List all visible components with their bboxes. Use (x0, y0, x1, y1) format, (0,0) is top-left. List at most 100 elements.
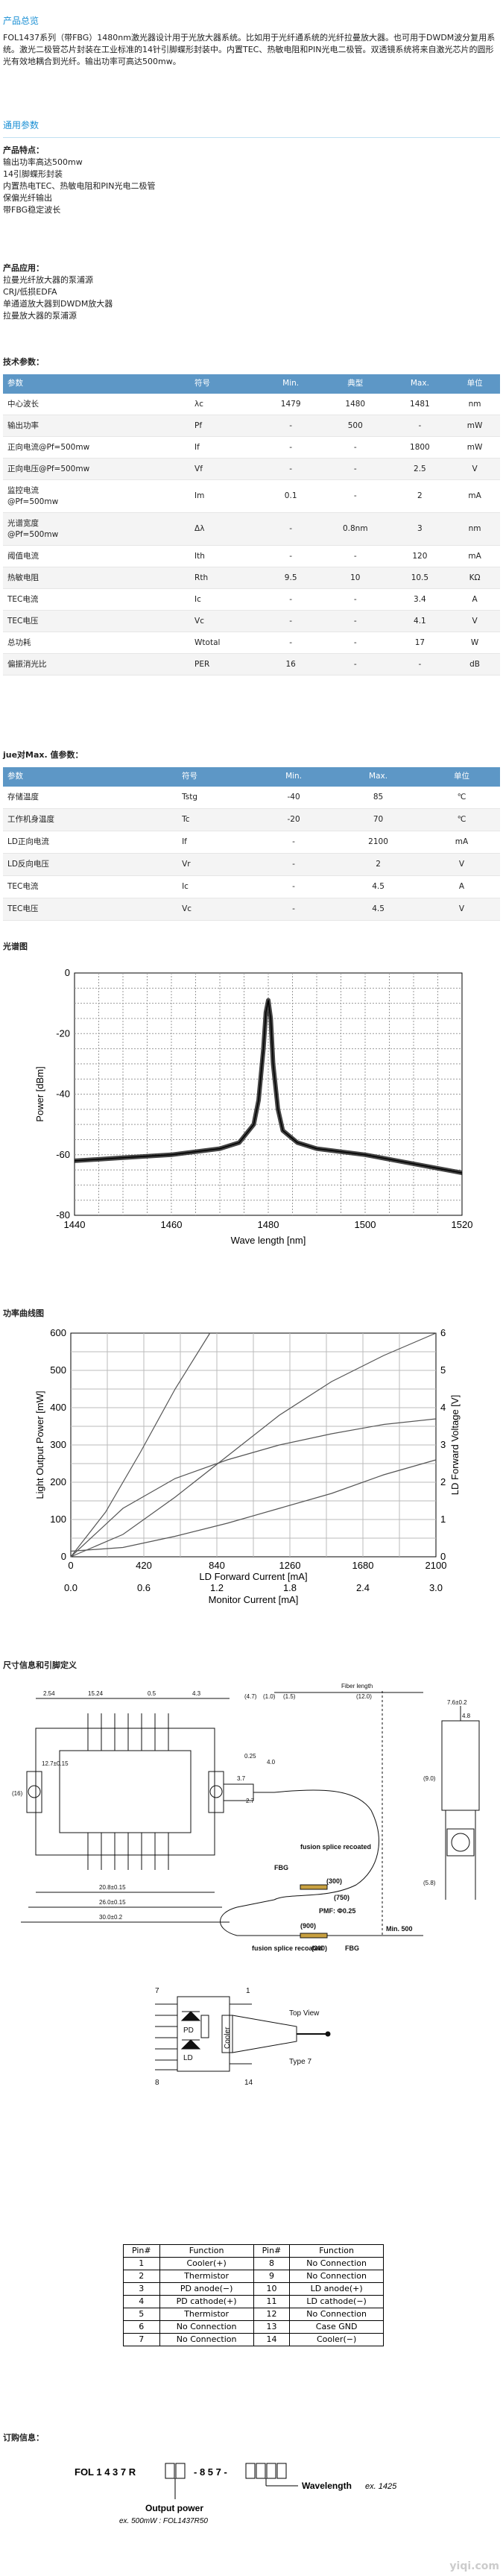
overview-text: FOL1437系列（带FBG）1480nm激光器设计用于光放大器系统。比如用于光… (3, 33, 496, 67)
power-xlabel-monitor: Monitor Current [mA] (209, 1594, 299, 1605)
end-view (446, 1828, 475, 1857)
table-cell: 1 (123, 2256, 160, 2270)
fiber-loop (273, 1789, 379, 1900)
table-header-cell: Function (159, 2244, 254, 2258)
spec-title: 技术参数： (3, 357, 44, 367)
table-cell: 工作机身温度 (3, 808, 178, 832)
mount-hole-left (28, 1785, 41, 1798)
table-cell: 8 (253, 2256, 291, 2270)
table-cell: 热敏电阻 (3, 567, 191, 590)
output-power-example: ex. 500mW : FOL1437R50 (119, 2517, 208, 2525)
x2-tick-label: 1.8 (283, 1582, 297, 1593)
table-cell: -40 (254, 786, 334, 810)
table-cell: Vc (177, 898, 255, 922)
table-cell: mA (449, 479, 500, 514)
table-row: 输出功率 Pf -500- mW (3, 415, 500, 438)
table-cell: 2 (123, 2269, 160, 2283)
table-cell: 13 (253, 2320, 291, 2334)
dim-label: 12.7±0.15 (42, 1760, 69, 1767)
x2-tick-label: 1.2 (210, 1582, 224, 1593)
table-row: 5 Thermistor 12 No Connection (123, 2307, 384, 2321)
pd-diode-icon (180, 2011, 201, 2021)
table-cell: LD正向电流 (3, 831, 178, 854)
pin7-label: 7 (155, 1987, 159, 1995)
x-tick-label: 1480 (258, 1219, 279, 1230)
y-right-tick-label: 1 (440, 1514, 446, 1525)
dimension-drawing: 2.54 15.24 0.5 4.3 20.8±0.15 26.0±0.15 3… (12, 1683, 480, 2087)
fbg-label: FBG (274, 1864, 288, 1871)
power-series-line (70, 1459, 437, 1552)
pins-bottom (87, 1833, 169, 1870)
x-tick-label: 2100 (426, 1560, 447, 1571)
power-series-line (70, 1332, 437, 1558)
table-row: 存储温度 Tstg -40 85 ℃ (3, 786, 500, 810)
table-cell: 5 (123, 2307, 160, 2321)
order-code-mid: - 8 5 7 - (194, 2466, 227, 2478)
order-code-prefix: FOL 1 4 3 7 R (75, 2466, 136, 2478)
wavelength-example: ex. 1425 (365, 2482, 397, 2491)
ld-label: LD (183, 2054, 193, 2062)
pins-top (87, 1713, 169, 1751)
order-code-diagram: FOL 1 4 3 7 R - 8 5 7 - Wavelength ex. 1… (75, 2463, 397, 2525)
table-cell: No Connection (289, 2307, 384, 2321)
table-row: 4 PD cathode(+) 11 LD cathode(−) (123, 2294, 384, 2308)
fusion-label-top: fusion splice recoated (300, 1843, 371, 1851)
application-item: CRJ/低损EDFA (3, 286, 57, 297)
table-header-cell: Pin# (253, 2244, 291, 2258)
table-header-cell: 参数 (3, 374, 191, 394)
order-box (175, 2463, 186, 2479)
table-cell: 0.1 (261, 479, 320, 514)
order-box (276, 2463, 287, 2479)
table-cell: KΩ (449, 567, 500, 590)
table-cell: 4.5 (333, 898, 423, 922)
top-view-label: Top View (289, 2009, 320, 2018)
power-series-line (70, 1418, 437, 1558)
table-cell: 6 (123, 2320, 160, 2334)
table-cell: Tstg (177, 786, 255, 810)
pin-table: Pin# Function Pin# Function 1 Cooler(+) 8 No C… (123, 2244, 384, 2346)
table-cell: V (423, 853, 500, 877)
dim-label: 30.0±0.2 (99, 1914, 123, 1921)
table-row: 1 Cooler(+) 8 No Connection (123, 2256, 384, 2270)
feature-item: 输出功率高达500mw (3, 157, 83, 167)
features-title: 产品特点： (3, 145, 44, 155)
table-cell: - (320, 632, 390, 655)
output-power-label: Output power (145, 2503, 203, 2513)
table-cell: 70 (333, 808, 423, 832)
table-row: TEC电流 Ic - -3.4 A (3, 588, 500, 611)
table-cell: - (254, 875, 334, 899)
x-tick-label: 1460 (161, 1219, 183, 1230)
y-tick-label: 500 (50, 1364, 66, 1376)
dim-label: 4.3 (192, 1690, 201, 1697)
table-cell: 2100 (333, 831, 423, 854)
table-row: 7 No Connection 14 Cooler(−) (123, 2332, 384, 2346)
fiber-length-label: Fiber length (341, 1683, 373, 1689)
package-body-inner (59, 1750, 192, 1833)
y-right-tick-label: 4 (440, 1402, 446, 1413)
table-row: 2 Thermistor 9 No Connection (123, 2269, 384, 2283)
x2-tick-label: 3.0 (429, 1582, 443, 1593)
application-item: 拉曼放大器的泵浦源 (3, 310, 77, 321)
pd-label: PD (183, 2027, 194, 2035)
end-view-circle (451, 1833, 470, 1852)
table-cell: 总功耗 (3, 632, 191, 655)
x-tick-label: 420 (136, 1560, 152, 1571)
table-cell: Wtotal (190, 632, 262, 655)
table-cell: A (449, 588, 500, 611)
table-cell: - (261, 512, 320, 547)
spectrum-ylabel: Power [dBm] (34, 1066, 45, 1121)
table-cell: No Connection (159, 2320, 254, 2334)
table-row: 偏振消光比 PER 16- - dB (3, 653, 500, 676)
dim-label: (12.0) (356, 1693, 372, 1700)
table-row: TEC电压 Vc -4.5 V (3, 898, 500, 922)
table-cell: 120 (390, 545, 450, 568)
y-tick-label: 0 (61, 1551, 66, 1562)
order-box (165, 2463, 175, 2479)
table-header-cell: Min. (254, 766, 334, 787)
dim-label: (1.0) (263, 1693, 276, 1700)
table-header-cell: 符号 (190, 374, 262, 394)
table-cell: 偏振消光比 (3, 653, 191, 676)
table-cell: - (254, 853, 334, 877)
